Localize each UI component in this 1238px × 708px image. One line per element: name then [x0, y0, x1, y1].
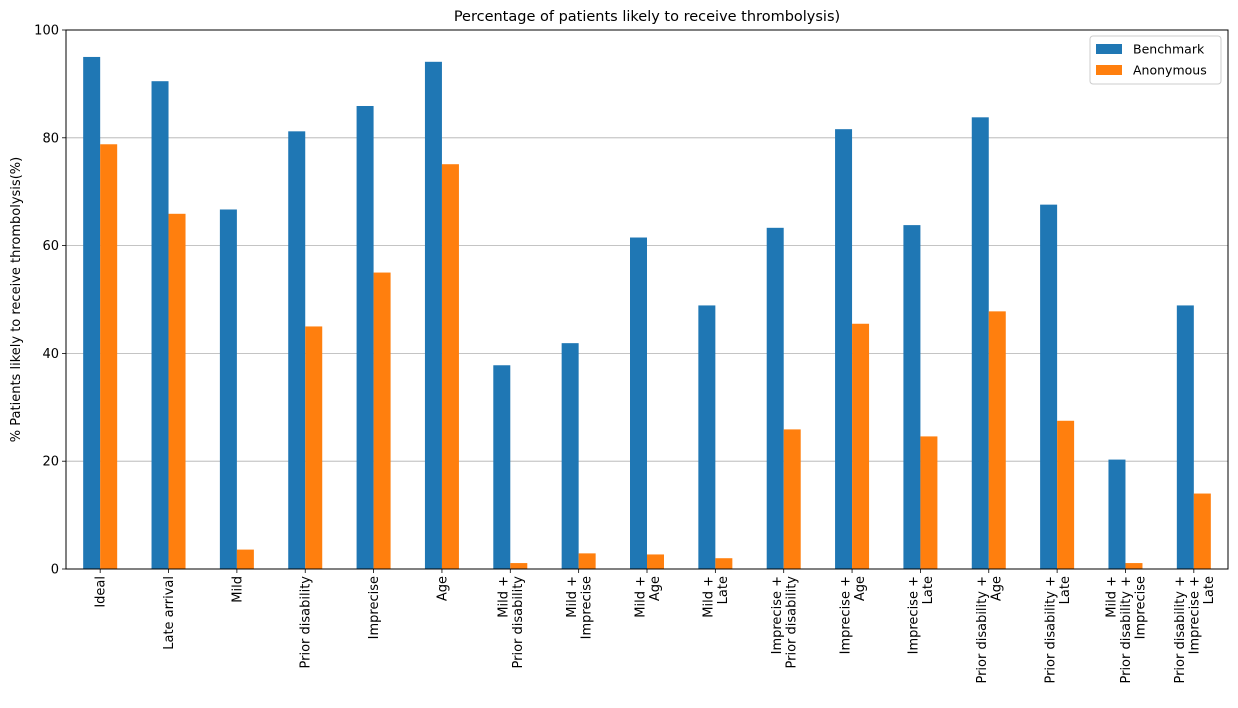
bar-anonymous-14: [1057, 420, 1075, 569]
x-tick-label: Prior disability +: [1173, 576, 1188, 684]
bar-anonymous-1: [168, 213, 186, 569]
x-tick-label: Age: [990, 576, 1005, 601]
x-tick-label: Prior disability +: [1119, 576, 1134, 684]
x-tick-label: Imprecise +: [1187, 576, 1202, 654]
legend-box: [1089, 35, 1222, 85]
bar-benchmark-7: [561, 343, 579, 569]
chart-title: Percentage of patients likely to receive…: [454, 9, 840, 25]
bar-benchmark-14: [1040, 204, 1058, 570]
x-tick-label: Mild +: [633, 576, 648, 618]
y-tick-label: 0: [51, 563, 59, 578]
y-axis-label: % Patients likely to receive thrombolysi…: [9, 157, 24, 442]
bar-anonymous-8: [647, 554, 664, 569]
bar-anonymous-5: [441, 164, 459, 569]
x-tick-label: Imprecise: [579, 576, 594, 639]
x-tick-label: Mild +: [565, 576, 580, 618]
bar-anonymous-0: [100, 144, 118, 569]
bar-anonymous-10: [783, 429, 801, 569]
bar-benchmark-12: [903, 225, 921, 570]
x-tick-label: Prior disability +: [1043, 576, 1058, 684]
y-axis: 0 20 40 60 80 100: [34, 24, 66, 578]
x-tick-label: Prior disability: [299, 576, 314, 669]
legend-label-anonymous: Anonymous: [1133, 63, 1207, 78]
y-tick-label: 80: [42, 131, 59, 146]
bar-anonymous-11: [852, 323, 870, 569]
bar-anonymous-12: [920, 436, 938, 569]
bars: [83, 56, 1211, 570]
bar-anonymous-9: [715, 558, 733, 569]
bar-benchmark-0: [83, 56, 101, 569]
x-tick-label: Imprecise: [1133, 576, 1148, 639]
bar-benchmark-1: [151, 81, 169, 569]
x-tick-label: Mild +: [1104, 576, 1119, 618]
y-tick-label: 100: [34, 24, 59, 39]
x-axis: Ideal Late arrival Mild Prior disability Imp…: [94, 569, 1217, 684]
x-tick-label: Age: [853, 576, 868, 601]
x-tick-label: Imprecise: [367, 576, 382, 639]
bar-anonymous-3: [305, 326, 323, 569]
bar-anonymous-16: [1193, 493, 1211, 569]
bar-anonymous-2: [236, 549, 254, 569]
x-tick-label: Late arrival: [162, 576, 177, 650]
bar-benchmark-9: [698, 305, 716, 569]
bar-benchmark-2: [219, 209, 237, 569]
x-tick-label: Mild +: [497, 576, 512, 618]
x-tick-label: Prior disability: [511, 576, 526, 669]
x-tick-label: Imprecise +: [838, 576, 853, 654]
x-tick-label: Mild +: [702, 576, 717, 618]
y-tick-label: 60: [42, 239, 59, 254]
bar-benchmark-4: [356, 105, 374, 570]
bar-benchmark-11: [835, 129, 853, 569]
bar-anonymous-15: [1125, 563, 1143, 569]
x-tick-label: Imprecise +: [907, 576, 922, 654]
y-tick-label: 20: [42, 455, 59, 470]
legend-swatch-benchmark: [1096, 44, 1122, 54]
bar-benchmark-6: [493, 365, 511, 569]
bar-benchmark-15: [1108, 459, 1126, 569]
x-tick-label: Late: [1202, 576, 1217, 604]
x-tick-label: Age: [435, 576, 450, 601]
bar-benchmark-8: [630, 237, 647, 569]
bar-benchmark-5: [424, 61, 442, 570]
x-tick-label: Mild: [230, 576, 245, 603]
x-tick-label: Prior disability +: [975, 576, 990, 684]
y-tick-label: 40: [42, 347, 59, 362]
bar-anonymous-6: [510, 563, 528, 569]
x-tick-label: Late: [921, 576, 936, 604]
bar-benchmark-16: [1176, 305, 1194, 569]
legend: Benchmark Anonymous: [1089, 35, 1222, 85]
x-tick-label: Imprecise +: [770, 576, 785, 654]
bar-benchmark-13: [971, 117, 989, 570]
legend-label-benchmark: Benchmark: [1133, 42, 1205, 57]
x-tick-label: Late: [716, 576, 731, 604]
x-tick-label: Ideal: [94, 576, 109, 608]
x-tick-label: Late: [1058, 576, 1073, 604]
bar-anonymous-7: [578, 553, 596, 569]
bar-benchmark-10: [766, 227, 784, 570]
bar-benchmark-3: [288, 131, 306, 569]
legend-swatch-anonymous: [1096, 65, 1122, 75]
bar-anonymous-4: [373, 272, 391, 569]
x-tick-label: Age: [648, 576, 663, 601]
x-tick-label: Prior disability: [784, 576, 799, 669]
bar-anonymous-13: [988, 311, 1006, 569]
